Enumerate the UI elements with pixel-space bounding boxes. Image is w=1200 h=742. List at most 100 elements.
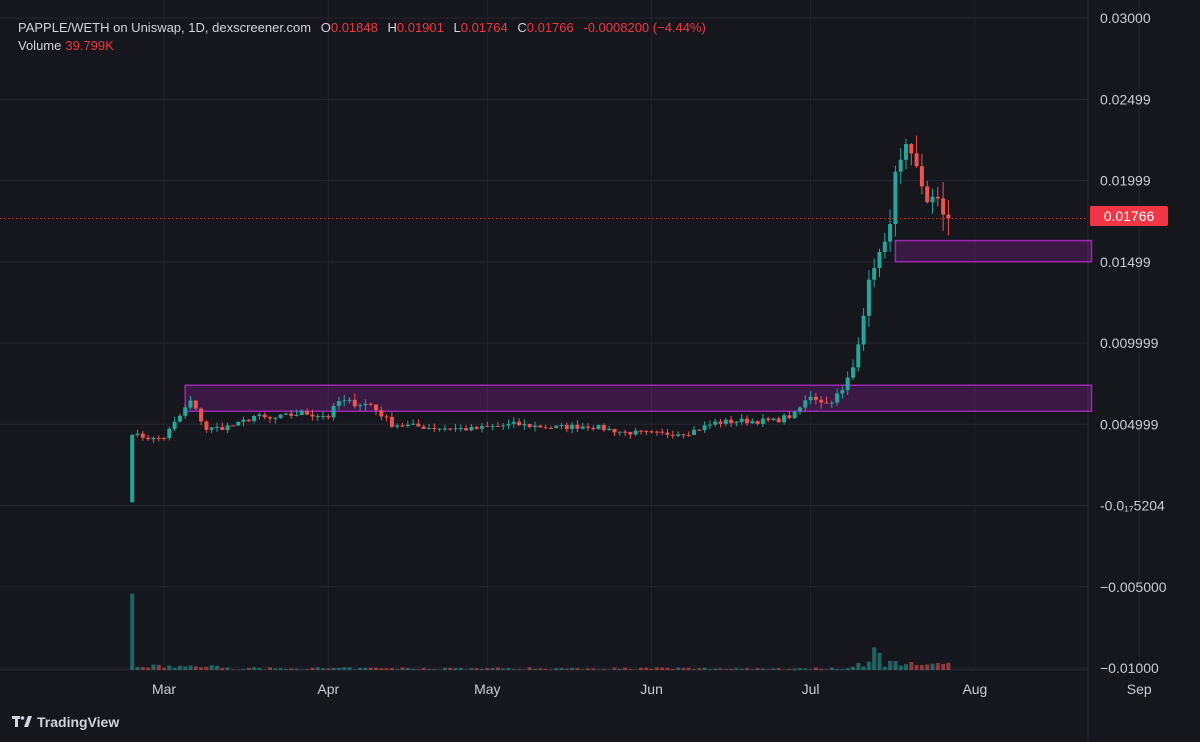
candle-body[interactable] [829, 402, 834, 404]
candle-body[interactable] [824, 402, 829, 404]
candle-body[interactable] [872, 268, 877, 280]
support-zone-box[interactable] [894, 239, 1093, 263]
candle-body[interactable] [713, 421, 718, 425]
candle-body[interactable] [623, 431, 628, 433]
candle-body[interactable] [225, 425, 230, 430]
candle-body[interactable] [851, 367, 855, 378]
candle-body[interactable] [686, 434, 691, 436]
symbol-title[interactable]: PAPPLE/WETH on Uniswap, 1D, dexscreener.… [18, 20, 312, 35]
candle-body[interactable] [527, 424, 532, 428]
candle-body[interactable] [363, 403, 368, 406]
candle-body[interactable] [400, 425, 405, 427]
candle-body[interactable] [352, 399, 357, 407]
candle-body[interactable] [808, 396, 813, 401]
candle-body[interactable] [326, 415, 331, 418]
candle-body[interactable] [670, 434, 675, 436]
candle-body[interactable] [586, 426, 590, 428]
candle-body[interactable] [877, 251, 882, 269]
candle-body[interactable] [633, 430, 638, 435]
candle-body[interactable] [448, 428, 453, 430]
candle-body[interactable] [358, 405, 363, 407]
candle-body[interactable] [268, 417, 272, 419]
candle-body[interactable] [230, 425, 235, 427]
support-zone-box[interactable] [184, 384, 1093, 412]
candle-body[interactable] [453, 428, 458, 430]
candle-body[interactable] [882, 241, 887, 252]
candle-body[interactable] [135, 433, 140, 435]
candle-body[interactable] [389, 416, 394, 427]
candle-body[interactable] [548, 427, 553, 429]
candle-body[interactable] [734, 422, 739, 424]
candle-body[interactable] [676, 434, 681, 436]
candle-body[interactable] [935, 196, 940, 199]
candle-body[interactable] [639, 430, 643, 432]
candle-body[interactable] [760, 418, 765, 424]
candle-body[interactable] [617, 431, 622, 433]
candle-body[interactable] [511, 421, 516, 424]
candle-body[interactable] [490, 425, 495, 427]
candle-body[interactable] [469, 426, 474, 431]
candle-body[interactable] [411, 423, 416, 425]
candle-body[interactable] [739, 418, 744, 423]
candle-body[interactable] [442, 428, 447, 430]
candle-body[interactable] [612, 428, 617, 433]
candle-body[interactable] [379, 410, 384, 417]
candle-body[interactable] [607, 428, 612, 431]
candle-body[interactable] [405, 424, 410, 427]
candle-body[interactable] [183, 407, 188, 416]
candle-body[interactable] [559, 424, 564, 426]
candle-body[interactable] [729, 419, 734, 424]
candle-body[interactable] [893, 171, 898, 225]
candle-body[interactable] [845, 377, 850, 391]
candle-body[interactable] [495, 425, 500, 427]
candle-body[interactable] [215, 426, 219, 428]
candle-body[interactable] [501, 425, 506, 427]
candle-body[interactable] [427, 428, 431, 430]
candle-body[interactable] [554, 425, 559, 429]
candle-body[interactable] [792, 411, 797, 419]
candle-body[interactable] [156, 437, 161, 439]
candle-body[interactable] [347, 399, 352, 401]
candle-body[interactable] [904, 144, 908, 160]
candle-body[interactable] [819, 399, 824, 403]
candle-body[interactable] [162, 437, 166, 439]
candle-body[interactable] [575, 424, 580, 429]
candle-body[interactable] [252, 416, 257, 422]
candle-body[interactable] [771, 418, 776, 421]
candle-body[interactable] [432, 428, 437, 430]
candle-body[interactable] [782, 415, 787, 423]
candle-body[interactable] [458, 428, 463, 430]
candle-body[interactable] [151, 437, 156, 440]
candle-body[interactable] [564, 424, 569, 429]
candle-body[interactable] [204, 421, 209, 430]
candle-body[interactable] [480, 425, 484, 429]
candle-body[interactable] [262, 414, 267, 418]
candle-body[interactable] [220, 426, 225, 430]
candle-body[interactable] [289, 413, 294, 416]
candle-body[interactable] [776, 418, 781, 423]
candle-body[interactable] [416, 423, 421, 427]
candle-body[interactable] [315, 416, 320, 418]
candle-body[interactable] [898, 159, 903, 172]
candle-body[interactable] [925, 186, 930, 203]
candle-body[interactable] [654, 431, 659, 433]
candle-body[interactable] [591, 427, 596, 430]
candle-body[interactable] [570, 424, 575, 429]
candle-body[interactable] [941, 198, 946, 215]
candle-body[interactable] [474, 426, 479, 429]
candle-body[interactable] [278, 414, 283, 418]
candle-body[interactable] [596, 425, 601, 430]
candle-body[interactable] [702, 425, 707, 430]
candle-body[interactable] [336, 401, 341, 406]
candle-body[interactable] [787, 415, 792, 419]
candle-body[interactable] [273, 417, 278, 419]
candle-body[interactable] [745, 418, 749, 424]
candle-body[interactable] [517, 421, 522, 426]
candle-body[interactable] [601, 425, 606, 431]
candle-body[interactable] [321, 415, 325, 417]
candle-body[interactable] [697, 429, 702, 431]
candle-body[interactable] [946, 214, 951, 219]
time-axis[interactable]: Mar Apr May Jun Jul Aug Sep [152, 681, 1152, 697]
candle-body[interactable] [368, 403, 373, 405]
